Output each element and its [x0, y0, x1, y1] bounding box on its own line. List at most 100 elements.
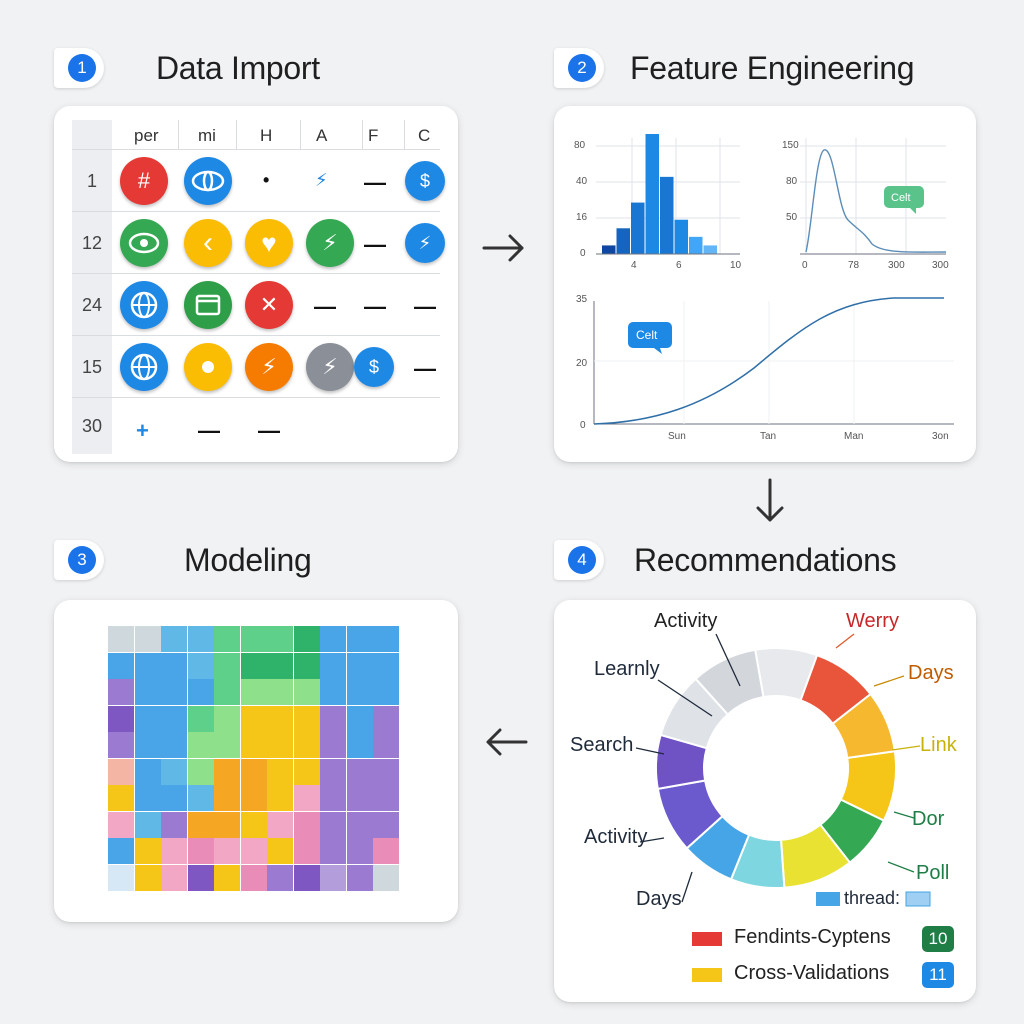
column-header[interactable]: mi [198, 126, 216, 145]
heatmap-cell [214, 626, 240, 652]
leader-lines [635, 633, 741, 903]
globe-icon[interactable] [120, 343, 168, 391]
heatmap-cell [373, 864, 399, 891]
table-row[interactable]: 15 ⚡ ⚡ $ — [72, 336, 440, 398]
bolt-icon[interactable]: ⚡ [306, 219, 354, 267]
x-tick-label: 6 [676, 260, 682, 271]
dollar-icon[interactable]: $ [354, 347, 394, 387]
histogram-chart: 80 40 16 0 4 6 10 [574, 134, 742, 271]
x-tick-label: Man [844, 431, 863, 442]
globe-icon[interactable] [120, 281, 168, 329]
table-row[interactable]: 24 ✕ — — — [72, 274, 440, 336]
feature-engineering-card: 80 40 16 0 4 6 10 150 80 50 0 78 300 300 [554, 106, 976, 462]
heatmap-cell [161, 652, 187, 679]
legend-label: Fendints-Cyptens [734, 926, 891, 948]
heatmap-cell [346, 811, 373, 838]
bolt-icon[interactable]: ⚡ [245, 343, 293, 391]
step-4-number: 4 [568, 546, 596, 574]
step-1-number: 1 [68, 54, 96, 82]
y-tick-label: 0 [580, 248, 586, 259]
heatmap-cell [293, 732, 320, 758]
heatmap-cell [346, 705, 373, 732]
eye-icon[interactable] [184, 157, 232, 205]
table-row[interactable]: 30 + — — [72, 398, 440, 454]
annotation-label: Celt [891, 192, 911, 204]
dollar-icon[interactable]: $ [405, 161, 445, 201]
heatmap-cell [214, 785, 240, 811]
heatmap-cell [240, 626, 267, 652]
step-3-header: 3 Modeling [54, 540, 374, 584]
histogram-bar [674, 219, 688, 254]
step-4-title: Recommendations [634, 542, 897, 578]
heatmap-cell [187, 679, 214, 705]
column-header[interactable]: C [418, 126, 431, 145]
heatmap-cell [134, 864, 161, 891]
dash-icon: — [364, 294, 386, 319]
heatmap-cell [134, 705, 161, 732]
y-tick-label: 0 [580, 420, 586, 431]
heatmap-cell [346, 626, 373, 652]
heatmap-cell [214, 758, 240, 785]
heatmap-cell [214, 679, 240, 705]
heatmap-cell [320, 679, 346, 705]
heatmap-cell [187, 732, 214, 758]
y-tick-label: 40 [576, 176, 588, 187]
table-row[interactable]: 12 ‹ ♥ ⚡ — ⚡ [72, 212, 445, 274]
sun-icon[interactable] [184, 343, 232, 391]
step-3-badge: 3 [54, 540, 104, 580]
y-tick-label: 150 [782, 140, 799, 151]
feature-charts: 80 40 16 0 4 6 10 150 80 50 0 78 300 300 [574, 134, 954, 442]
table-row[interactable]: 1 # • ⚡ — $ [72, 150, 445, 212]
data-table: per mi H A F C 1 # • ⚡ — $ 12 ‹ ♥ ⚡ — ⚡ … [72, 120, 445, 454]
donut-label-activity-left: Activity [584, 826, 648, 848]
bolt-icon[interactable]: ⚡ [405, 223, 445, 263]
heatmap-cell [161, 864, 187, 891]
row-number: 15 [72, 336, 112, 397]
column-header[interactable]: per [134, 126, 159, 145]
legend-item[interactable]: Cross-Validations 11 [692, 962, 954, 988]
heatmap-cell [320, 838, 346, 864]
heatmap-cell [267, 758, 293, 785]
heatmap-cell [187, 838, 214, 864]
bolt-icon[interactable]: ⚡ [306, 343, 354, 391]
histogram-bar [660, 176, 674, 254]
heatmap-cell [346, 785, 373, 811]
step-2-number: 2 [568, 54, 596, 82]
data-import-card: per mi H A F C 1 # • ⚡ — $ 12 ‹ ♥ ⚡ — ⚡ … [54, 106, 458, 462]
density-chart: 150 80 50 0 78 300 300 Celt [782, 138, 949, 271]
heatmap-cell [187, 758, 214, 785]
heatmap-cell [161, 758, 187, 785]
heatmap-cell [267, 679, 293, 705]
column-header[interactable]: H [260, 126, 273, 145]
heatmap-cell [293, 705, 320, 732]
donut-label-search: Search [570, 734, 634, 756]
column-header[interactable]: A [316, 126, 328, 145]
hash-icon[interactable]: # [120, 157, 168, 205]
heatmap-cell [267, 811, 293, 838]
donut-label-learnly: Learnly [594, 658, 660, 680]
modeling-card [54, 600, 458, 922]
heatmap-cell [214, 838, 240, 864]
thread-swatch-left [816, 892, 840, 906]
heatmap-cell [134, 626, 161, 652]
heatmap-cell [346, 864, 373, 891]
legend-swatch [692, 968, 722, 982]
column-header[interactable]: F [368, 126, 379, 145]
heatmap-cell [346, 838, 373, 864]
legend-item[interactable]: Fendints-Cyptens 10 [692, 926, 954, 952]
heatmap-cell [320, 785, 346, 811]
row-number: 12 [72, 212, 112, 273]
heatmap-cell [187, 864, 214, 891]
step-2-badge: 2 [554, 48, 604, 88]
x-tick-label: 300 [888, 260, 905, 271]
heatmap-cell [108, 652, 134, 679]
heart-icon[interactable]: ♥ [245, 219, 293, 267]
table-header: per mi H A F C [72, 120, 440, 150]
close-icon[interactable]: ✕ [245, 281, 293, 329]
heatmap-cell [134, 679, 161, 705]
step-4-header: 4 Recommendations [554, 540, 974, 584]
eye-icon[interactable] [120, 219, 168, 267]
donut-chart [635, 633, 931, 907]
chevron-left-icon[interactable]: ‹ [184, 219, 232, 267]
window-icon[interactable] [184, 281, 232, 329]
